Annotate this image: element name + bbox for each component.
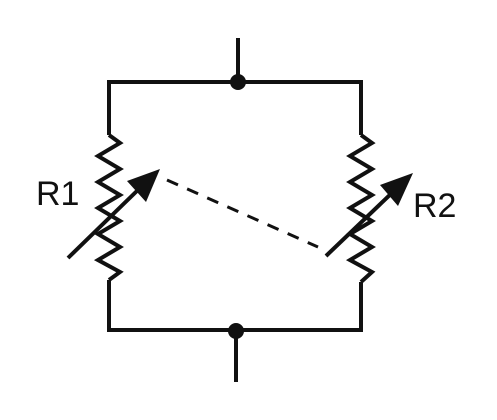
ganged-link-dashed [166, 178, 319, 249]
r2-adjust-arrowhead-icon [380, 173, 413, 206]
r1-adjust-arrowhead-icon [127, 169, 160, 202]
r1-label: R1 [36, 175, 79, 213]
r2-label: R2 [413, 187, 456, 225]
r1-adjust-arrow-line [66, 185, 143, 260]
r1-resistor [93, 133, 124, 282]
r2-resistor [345, 133, 376, 284]
r2-adjust-arrow-line [324, 188, 397, 258]
